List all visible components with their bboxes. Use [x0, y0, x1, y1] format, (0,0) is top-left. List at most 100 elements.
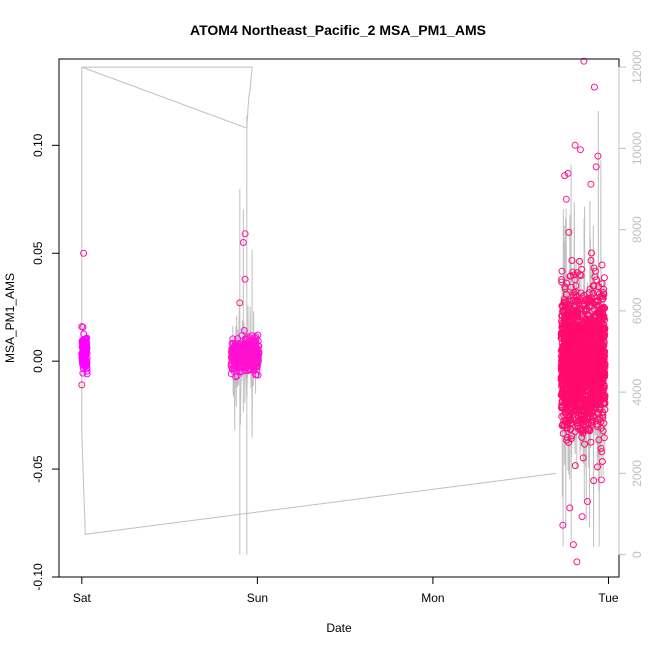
data-point: [599, 373, 607, 381]
data-point: [563, 347, 571, 355]
data-point: [559, 364, 567, 371]
data-point: [566, 417, 574, 425]
data-point: [563, 416, 571, 424]
x-axis-label: Date: [326, 621, 352, 635]
data-point: [558, 373, 566, 381]
data-point: [568, 311, 576, 319]
data-point: [592, 395, 600, 403]
data-point: [573, 558, 581, 566]
data-point: [587, 257, 595, 264]
data-point: [598, 261, 606, 269]
data-point: [583, 372, 591, 379]
data-point: [563, 290, 571, 298]
data-point: [582, 404, 590, 412]
data-point: [568, 432, 576, 440]
data-point: [574, 330, 582, 338]
data-point: [576, 399, 584, 407]
data-point: [589, 282, 597, 290]
data-point: [576, 146, 584, 154]
data-point: [600, 314, 608, 322]
data-point: [81, 343, 89, 351]
x-tick-label: Sat: [73, 591, 92, 605]
data-point: [566, 381, 574, 388]
data-point: [246, 350, 254, 358]
data-point: [591, 379, 599, 387]
data-point: [568, 385, 576, 393]
data-point: [596, 401, 604, 408]
data-point: [566, 300, 574, 308]
data-point: [563, 433, 571, 441]
y2-tick-label: 6000: [630, 297, 644, 324]
data-point: [586, 427, 594, 435]
data-point: [559, 342, 567, 350]
x-tick-label: Mon: [421, 591, 444, 605]
data-point: [561, 334, 569, 342]
data-point: [570, 377, 578, 384]
y-axis: -0.10 -0.05 0.00 0.05 0.10: [31, 133, 60, 591]
data-point: [82, 335, 89, 343]
data-point: [597, 375, 605, 383]
data-point: [581, 392, 589, 400]
data-point: [560, 305, 568, 313]
data-point: [598, 280, 606, 288]
chart-title: ATOM4 Northeast_Pacific_2 MSA_PM1_AMS: [190, 22, 486, 38]
data-point: [232, 373, 240, 381]
data-point: [566, 426, 574, 433]
data-point: [591, 273, 599, 281]
data-point: [562, 403, 570, 411]
data-point: [559, 356, 567, 364]
data-point: [596, 359, 603, 367]
data-point: [574, 384, 582, 392]
y-tick-label: -0.10: [31, 563, 45, 591]
data-point: [564, 368, 572, 376]
data-point: [592, 327, 600, 334]
data-point: [589, 289, 597, 297]
data-point: [573, 363, 581, 371]
x-tick-label: Tue: [598, 591, 619, 605]
data-point: [575, 356, 583, 364]
data-point: [572, 405, 580, 412]
data-point: [558, 404, 565, 412]
data-point: [587, 438, 595, 446]
data-point: [585, 289, 593, 297]
data-point: [600, 325, 608, 333]
data-point: [598, 458, 606, 465]
data-point: [569, 410, 577, 418]
primary-series-points: [78, 57, 609, 566]
data-point: [579, 293, 586, 301]
data-point: [239, 356, 247, 364]
x-axis: Sat Sun Mon Tue: [73, 576, 619, 605]
data-point: [561, 322, 569, 330]
data-point: [591, 328, 599, 336]
data-point: [599, 292, 607, 300]
y2-tick-label: 2000: [630, 460, 644, 487]
data-point: [595, 416, 603, 423]
data-point: [239, 239, 247, 246]
data-point: [563, 436, 571, 444]
data-point: [565, 228, 573, 236]
data-point: [568, 369, 576, 377]
data-point: [563, 279, 570, 287]
data-point: [584, 315, 592, 323]
data-point: [592, 351, 600, 359]
data-point: [562, 375, 570, 383]
data-point: [587, 180, 595, 188]
data-point: [577, 338, 584, 346]
y-axis-label: MSA_PM1_AMS: [3, 273, 17, 363]
data-point: [574, 417, 582, 425]
data-point: [567, 321, 575, 329]
data-point: [576, 341, 584, 349]
data-point: [572, 369, 580, 377]
data-point: [238, 332, 246, 340]
data-point: [600, 434, 608, 442]
data-point: [575, 370, 583, 378]
data-point: [231, 342, 239, 350]
data-point: [579, 454, 587, 462]
data-point: [582, 345, 590, 353]
data-point: [571, 276, 579, 284]
data-point: [561, 399, 569, 407]
data-point: [597, 445, 605, 452]
data-point: [564, 169, 572, 177]
data-point: [82, 351, 90, 359]
